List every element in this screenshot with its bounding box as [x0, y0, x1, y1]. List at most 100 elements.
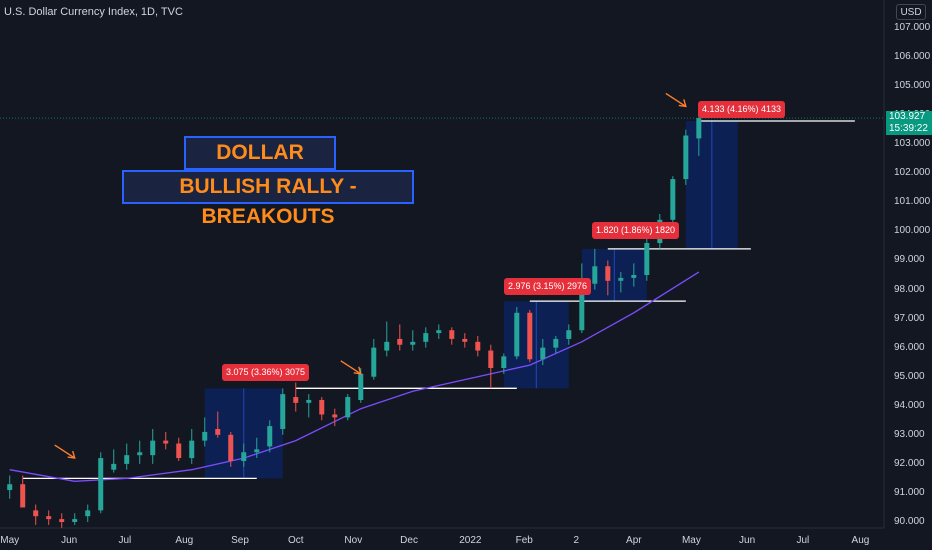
measure-label-3: 1.820 (1.86%) 1820	[592, 222, 680, 239]
candle-body	[176, 443, 182, 459]
candle-body	[514, 312, 520, 357]
x-tick-label: Feb	[515, 535, 533, 546]
candle-body	[345, 397, 351, 418]
candle-body	[189, 440, 195, 459]
x-tick-label: May	[0, 535, 20, 546]
measure-label-2: 2.976 (3.15%) 2976	[504, 278, 592, 295]
candle-body	[267, 426, 273, 447]
candle-body	[306, 399, 312, 403]
y-tick-label: 107.000	[894, 22, 931, 33]
y-tick-label: 95.000	[894, 370, 925, 382]
candle-body	[319, 399, 325, 415]
candle-body	[59, 519, 65, 522]
last-price-value: 103.927	[889, 111, 926, 122]
measure-label-1: 3.075 (3.36%) 3075	[222, 364, 310, 381]
candle-body	[46, 516, 52, 520]
candle-body	[332, 414, 338, 418]
y-tick-label: 102.000	[894, 167, 931, 179]
title-line-2: BULLISH RALLY - BREAKOUTS	[122, 170, 414, 228]
x-tick-label: 2022	[459, 535, 482, 546]
candle-body	[527, 312, 533, 360]
y-tick-label: 97.000	[894, 312, 925, 324]
candle-body	[254, 449, 260, 453]
candle-body	[592, 266, 598, 284]
y-tick-label: 103.000	[894, 138, 931, 150]
arrow-4	[665, 92, 687, 108]
candle-body	[631, 275, 637, 278]
x-tick-label: Aug	[851, 535, 870, 546]
candle-body	[293, 397, 299, 403]
y-tick-label: 106.000	[894, 51, 931, 63]
candle-body	[579, 283, 585, 331]
arrow-1	[54, 444, 76, 459]
arrow-2	[340, 360, 362, 375]
candle-body	[410, 341, 416, 345]
last-price-tag: 103.927 15:39:22	[886, 111, 932, 135]
candle-body	[397, 338, 403, 345]
candle-body	[7, 484, 13, 491]
candle-body	[33, 510, 39, 517]
candle-body	[371, 347, 377, 377]
candle-body	[644, 243, 650, 275]
candle-body	[605, 266, 611, 281]
candle-body	[384, 341, 390, 351]
candle-body	[670, 179, 676, 220]
candle-body	[618, 277, 624, 281]
x-tick-label: Dec	[400, 535, 418, 546]
title-line-1: DOLLAR INDEX	[184, 136, 336, 194]
currency-badge[interactable]: USD	[896, 4, 926, 20]
candle-body	[683, 135, 689, 180]
x-tick-label: Jul	[118, 535, 132, 546]
y-tick-label: 93.000	[894, 428, 925, 440]
measure-label-4: 4.133 (4.16%) 4133	[698, 101, 786, 118]
y-tick-label: 100.000	[894, 225, 931, 237]
candle-body	[85, 510, 91, 517]
candle-body	[124, 455, 130, 464]
y-tick-label: 94.000	[894, 399, 925, 411]
x-tick-label: Oct	[287, 535, 304, 546]
candle-body	[202, 431, 208, 441]
y-tick-label: 92.000	[894, 457, 925, 469]
candle-body	[462, 338, 468, 342]
candle-body	[696, 118, 702, 139]
symbol-label: U.S. Dollar Currency Index, 1D, TVC	[4, 6, 183, 18]
x-tick-label: Jun	[61, 535, 78, 546]
x-tick-label: May	[681, 535, 701, 546]
x-tick-label: Apr	[626, 535, 642, 546]
x-tick-label: Aug	[175, 535, 194, 546]
x-tick-label: Jul	[796, 535, 810, 546]
x-tick-label: 2	[573, 535, 580, 546]
candle-body	[228, 434, 234, 461]
y-tick-label: 90.000	[894, 516, 925, 527]
x-tick-label: Sep	[231, 535, 249, 546]
candle-body	[358, 373, 364, 400]
candle-body	[215, 429, 221, 435]
candle-body	[436, 330, 442, 334]
candle-body	[540, 347, 546, 360]
y-tick-label: 91.000	[894, 486, 925, 498]
candle-body	[449, 330, 455, 339]
candle-body	[98, 458, 104, 511]
arrow-head-4	[678, 99, 687, 108]
y-tick-label: 105.000	[894, 80, 931, 92]
candle-body	[20, 484, 26, 508]
candle-body	[423, 333, 429, 342]
y-tick-label: 98.000	[894, 283, 925, 295]
candle-body	[280, 394, 286, 430]
y-tick-label: 101.000	[894, 196, 931, 208]
candle-body	[488, 350, 494, 368]
candle-body	[111, 463, 117, 470]
candle-body	[475, 341, 481, 351]
x-tick-label: Jun	[739, 535, 756, 546]
candle-body	[241, 452, 247, 461]
candle-body	[553, 338, 559, 348]
moving-average-line	[9, 271, 700, 482]
bar-countdown: 15:39:22	[889, 123, 928, 134]
candle-body	[566, 330, 572, 339]
x-tick-label: Nov	[344, 535, 363, 546]
y-tick-label: 99.000	[894, 254, 925, 266]
candle-body	[72, 519, 78, 522]
candle-body	[150, 440, 156, 456]
candle-body	[137, 452, 143, 456]
